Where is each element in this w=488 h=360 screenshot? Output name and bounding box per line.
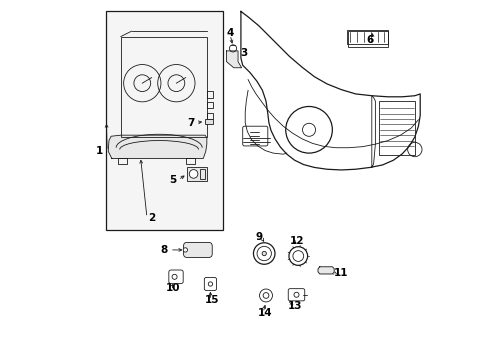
Text: 3: 3 [240, 48, 247, 58]
Text: 4: 4 [226, 28, 233, 38]
Circle shape [183, 248, 187, 252]
Text: 9: 9 [255, 232, 262, 242]
Circle shape [189, 170, 198, 178]
Bar [346, 30, 387, 44]
Bar [118, 158, 126, 164]
Bar [206, 113, 213, 119]
Bar [199, 169, 204, 179]
Bar [106, 12, 223, 230]
Bar [206, 102, 213, 108]
Bar [347, 31, 387, 46]
Text: 1: 1 [95, 146, 102, 156]
Text: 12: 12 [289, 236, 303, 246]
Bar [378, 101, 414, 155]
Polygon shape [108, 135, 206, 158]
Bar [187, 167, 206, 181]
Text: 5: 5 [169, 175, 176, 185]
Circle shape [262, 251, 266, 256]
Polygon shape [226, 51, 241, 68]
Bar [186, 158, 195, 164]
Text: 2: 2 [147, 213, 155, 222]
Bar [204, 119, 212, 125]
Text: 15: 15 [204, 295, 219, 305]
Text: 7: 7 [186, 118, 194, 128]
FancyBboxPatch shape [183, 242, 212, 257]
Text: 11: 11 [333, 268, 348, 278]
Text: 10: 10 [165, 283, 180, 293]
Polygon shape [317, 267, 333, 274]
Bar [121, 37, 206, 137]
Text: 8: 8 [160, 245, 167, 255]
Text: 6: 6 [366, 35, 373, 45]
Text: 14: 14 [258, 308, 272, 318]
Text: 13: 13 [287, 301, 302, 311]
Bar [206, 91, 213, 98]
